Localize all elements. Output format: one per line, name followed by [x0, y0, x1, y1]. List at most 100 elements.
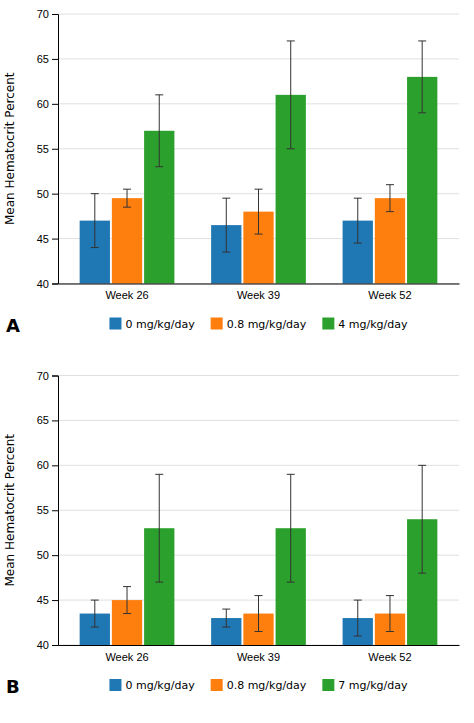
error-bar	[418, 465, 426, 573]
tick-mark	[52, 59, 58, 60]
tick-label: 45	[37, 233, 49, 245]
tick: 50	[37, 188, 58, 200]
tick: 60	[37, 98, 58, 110]
error-bar	[155, 474, 163, 582]
tick-mark	[52, 510, 58, 511]
chart-root: 40 45 50 55 60 65 70 Week 26 Week 39 Week 52 Mean …	[0, 0, 474, 723]
panel: 40 45 50 55 60 65 70 Week 26 Week 39 Week 52 Mean …	[3, 370, 460, 723]
series	[80, 600, 373, 645]
grid-line	[58, 420, 459, 421]
tick: 55	[37, 143, 58, 155]
legend-item: 0.8 mg/kg/day	[211, 679, 307, 692]
tick: 70	[37, 370, 58, 382]
legend-label: 0 mg/kg/day	[125, 679, 195, 692]
legend-swatch	[109, 679, 121, 691]
legend-swatch	[322, 679, 334, 691]
error-bar	[255, 189, 263, 234]
error-bar	[418, 41, 426, 113]
error-bar	[354, 198, 362, 243]
error-bar	[354, 600, 362, 636]
tick: 60	[37, 459, 58, 471]
tick: Week 39	[237, 289, 280, 301]
tick-mark	[52, 420, 58, 421]
error-bar	[287, 41, 295, 149]
tick: 65	[37, 53, 58, 65]
error-bar	[222, 198, 230, 252]
tick-mark	[52, 555, 58, 556]
axis-line	[59, 284, 460, 285]
tick-label: Week 52	[368, 289, 411, 301]
tick: Week 26	[105, 289, 148, 301]
tick-label: 40	[37, 639, 49, 651]
legend-item: 0 mg/kg/day	[109, 679, 195, 692]
axis-line	[52, 376, 59, 646]
tick: Week 52	[368, 289, 411, 301]
plot-area	[80, 465, 438, 645]
tick: 45	[37, 594, 58, 606]
tick-mark	[52, 239, 58, 240]
tick-label: 60	[37, 459, 49, 471]
grid-line	[58, 555, 459, 556]
error-bar	[287, 474, 295, 582]
tick-label: Week 39	[237, 651, 280, 663]
error-bar	[155, 95, 163, 167]
legend-label: 0 mg/kg/day	[125, 318, 195, 331]
panel: 40 45 50 55 60 65 70 Week 26 Week 39 Week 52 Mean …	[3, 8, 460, 643]
grid-line	[58, 510, 459, 511]
tick-mark	[52, 376, 58, 377]
tick: 55	[37, 504, 58, 516]
legend-swatch	[211, 679, 223, 691]
tick-label: Week 39	[237, 289, 280, 301]
axis-title: Mean Hematocrit Percent	[3, 434, 17, 587]
plot-area	[80, 41, 438, 284]
legend: 0 mg/kg/day0.8 mg/kg/day4 mg/kg/day	[109, 318, 408, 331]
tick-label: 45	[37, 594, 49, 606]
error-bar	[255, 596, 263, 632]
error-bar	[123, 587, 131, 614]
grid-line	[58, 465, 459, 466]
tick-mark	[52, 194, 58, 195]
tick-mark	[52, 600, 58, 601]
tick-label: 50	[37, 188, 49, 200]
tick-mark	[52, 104, 58, 105]
y-axis: 40 45 50 55 60 65 70	[37, 8, 59, 290]
grid-line	[58, 14, 459, 15]
tick-mark	[52, 149, 58, 150]
tick-label: 60	[37, 98, 49, 110]
tick: 65	[37, 414, 58, 426]
tick-label: 65	[37, 53, 49, 65]
legend-swatch	[322, 318, 334, 330]
tick-mark	[52, 645, 58, 646]
tick-label: 40	[37, 278, 49, 290]
tick-mark	[52, 465, 58, 466]
tick-label: 70	[37, 8, 49, 20]
series	[144, 41, 437, 284]
panel-letter: B	[6, 676, 20, 697]
tick: Week 26	[105, 651, 148, 663]
legend-item: 0 mg/kg/day	[109, 318, 195, 331]
error-bar	[222, 609, 230, 627]
tick-label: 70	[37, 370, 49, 382]
legend-item: 7 mg/kg/day	[322, 679, 408, 692]
tick-mark	[52, 284, 58, 285]
error-bar	[91, 194, 99, 248]
x-axis: Week 26 Week 39 Week 52	[59, 646, 460, 663]
tick-label: 50	[37, 549, 49, 561]
tick: Week 39	[237, 651, 280, 663]
tick: 45	[37, 233, 58, 245]
axis-title: Mean Hematocrit Percent	[3, 72, 17, 225]
error-bar	[123, 189, 131, 207]
legend-swatch	[211, 318, 223, 330]
error-bar	[386, 596, 394, 632]
tick-label: 55	[37, 504, 49, 516]
legend-label: 0.8 mg/kg/day	[227, 318, 307, 331]
tick-label: 65	[37, 414, 49, 426]
tick-label: Week 52	[368, 651, 411, 663]
legend-label: 0.8 mg/kg/day	[227, 679, 307, 692]
legend-label: 7 mg/kg/day	[338, 679, 408, 692]
grid-line	[58, 103, 459, 104]
grid-line	[58, 375, 459, 376]
x-axis: Week 26 Week 39 Week 52	[59, 284, 460, 301]
tick: 40	[37, 639, 58, 651]
tick: 50	[37, 549, 58, 561]
